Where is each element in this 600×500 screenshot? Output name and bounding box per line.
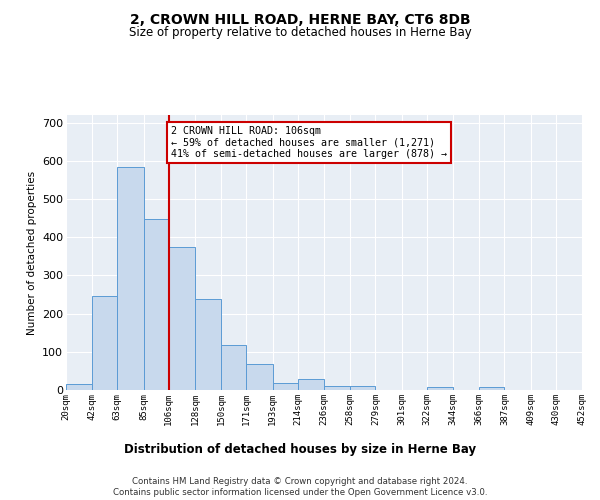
Bar <box>298 380 324 390</box>
Bar <box>169 247 195 390</box>
Text: Size of property relative to detached houses in Herne Bay: Size of property relative to detached ho… <box>128 26 472 39</box>
Text: 2, CROWN HILL ROAD, HERNE BAY, CT6 8DB: 2, CROWN HILL ROAD, HERNE BAY, CT6 8DB <box>130 12 470 26</box>
Bar <box>92 296 118 390</box>
Bar <box>427 388 453 390</box>
Bar <box>143 219 169 390</box>
Bar <box>221 345 247 390</box>
Text: Contains HM Land Registry data © Crown copyright and database right 2024.
Contai: Contains HM Land Registry data © Crown c… <box>113 478 487 497</box>
Bar <box>479 388 505 390</box>
Bar <box>195 299 221 390</box>
Bar <box>66 384 92 390</box>
Bar <box>118 166 143 390</box>
Bar <box>247 364 272 390</box>
Text: Distribution of detached houses by size in Herne Bay: Distribution of detached houses by size … <box>124 442 476 456</box>
Bar <box>324 386 350 390</box>
Y-axis label: Number of detached properties: Number of detached properties <box>26 170 37 334</box>
Text: 2 CROWN HILL ROAD: 106sqm
← 59% of detached houses are smaller (1,271)
41% of se: 2 CROWN HILL ROAD: 106sqm ← 59% of detac… <box>171 126 447 159</box>
Bar <box>272 383 298 390</box>
Bar <box>350 386 376 390</box>
